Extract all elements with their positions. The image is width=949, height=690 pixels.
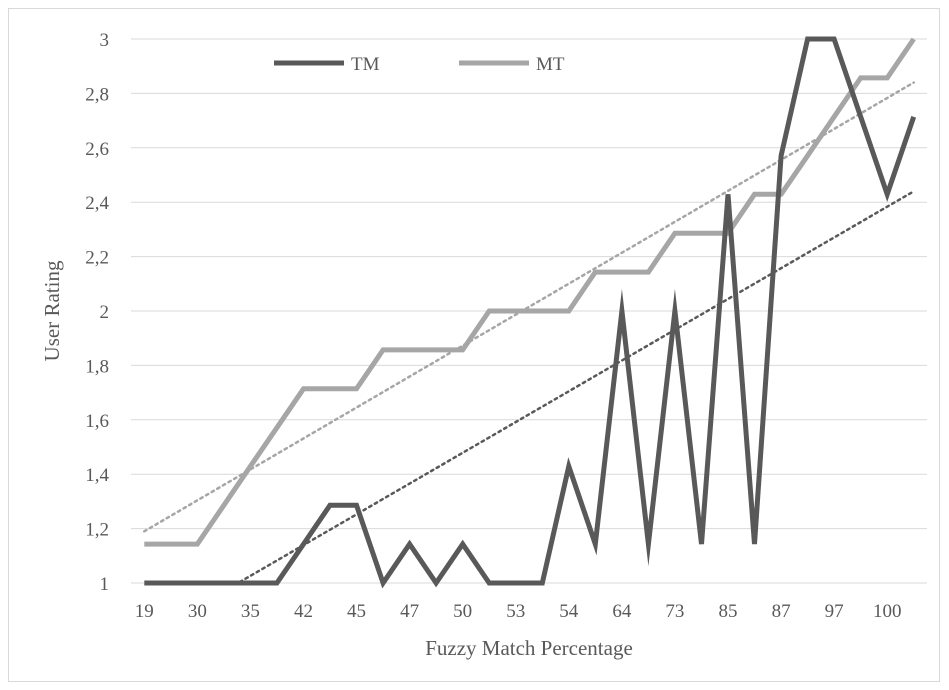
y-tick-label: 2,4 [85,193,109,214]
x-tick-label: 97 [825,601,844,622]
y-tick-label: 1,4 [85,465,109,486]
series-line-tm [144,36,917,589]
x-tick-label: 54 [559,601,579,622]
x-axis-ticks: 19 30 35 42 45 47 50 53 54 64 73 85 87 97 100 [135,601,902,622]
trendlines [143,81,915,583]
x-tick-label: 85 [719,601,738,622]
y-tick-label: 2,2 [85,248,109,269]
x-tick-label: 19 [135,601,154,622]
trendline-mt [143,81,915,533]
x-tick-label: 73 [665,601,684,622]
x-tick-label: 47 [400,601,419,622]
legend-label-mt: MT [536,54,565,75]
x-tick-label: 50 [453,601,472,622]
y-tick-label: 1,6 [85,411,109,432]
y-tick-label: 2,8 [85,84,109,105]
y-tick-label: 1,2 [85,520,109,541]
x-tick-label: 42 [294,601,313,622]
x-tick-label: 64 [612,601,632,622]
legend-label-tm: TM [351,54,380,75]
y-axis-ticks: 1 1,2 1,4 1,6 1,8 2 2,2 2,4 2,6 2,8 3 [85,30,109,595]
y-tick-label: 1,8 [85,356,109,377]
trendline-tm [235,190,915,583]
legend: TM MT [274,54,565,75]
x-tick-label: 35 [241,601,260,622]
x-tick-label: 87 [772,601,791,622]
x-tick-label: 45 [347,601,366,622]
chart-frame: 1 1,2 1,4 1,6 1,8 2 2,2 2,4 2,6 2,8 3 19 30 35 42 45 47… [8,8,940,682]
y-tick-label: 2 [100,302,110,323]
y-tick-label: 2,6 [85,139,109,160]
line-chart: 1 1,2 1,4 1,6 1,8 2 2,2 2,4 2,6 2,8 3 19 30 35 42 45 47… [40,30,927,660]
y-tick-label: 3 [100,30,110,51]
y-tick-label: 1 [100,574,110,595]
series-lines [144,36,917,589]
x-axis-title: Fuzzy Match Percentage [425,636,633,660]
x-tick-label: 100 [873,601,902,622]
series-line-mt [144,37,916,547]
x-tick-label: 53 [506,601,525,622]
x-tick-label: 30 [188,601,207,622]
y-axis-title: User Rating [40,260,64,361]
